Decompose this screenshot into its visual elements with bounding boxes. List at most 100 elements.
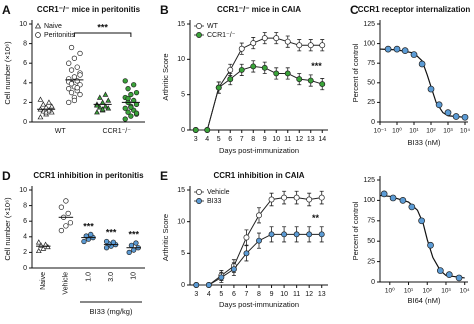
x-tick-label: 6 — [228, 136, 232, 143]
legend-label: WT — [207, 23, 219, 30]
y-axis-label: Cell number (×10⁶) — [3, 41, 12, 105]
data-point — [131, 82, 137, 88]
significance: *** — [128, 229, 139, 239]
data-point — [227, 76, 234, 83]
y-tick-label: 5 — [181, 250, 185, 257]
significance: *** — [311, 61, 322, 71]
data-point — [273, 35, 280, 42]
panel-title: CCR1 inhibition in peritonitis — [33, 171, 144, 180]
data-point — [215, 84, 222, 91]
data-point — [133, 89, 140, 96]
legend-label: Peritonitis — [44, 32, 75, 39]
data-point — [40, 101, 47, 107]
data-point — [102, 91, 109, 97]
data-point — [393, 45, 401, 53]
data-point — [461, 113, 469, 121]
legend-label: Vehicle — [207, 189, 230, 196]
y-tick-label: 8 — [23, 40, 27, 47]
data-point — [94, 109, 100, 115]
data-point — [319, 81, 326, 88]
data-point — [418, 217, 425, 225]
data-point — [318, 231, 325, 238]
data-point — [205, 282, 212, 288]
legend-label: CCR1⁻/⁻ — [207, 32, 236, 39]
data-point — [268, 196, 275, 203]
x-tick-label: 10² — [426, 128, 436, 135]
data-point — [77, 72, 83, 78]
data-point — [110, 239, 117, 245]
legend-marker — [196, 32, 202, 38]
data-point — [128, 91, 134, 98]
data-point — [71, 97, 78, 104]
legend-marker — [196, 189, 202, 195]
data-point — [105, 97, 112, 103]
data-point — [445, 271, 453, 279]
data-point — [43, 109, 50, 115]
x-tick-label: 6 — [232, 291, 236, 298]
data-point — [68, 89, 75, 96]
data-point — [66, 99, 72, 106]
x-tick-label: 12 — [305, 291, 313, 298]
data-point — [256, 212, 262, 219]
y-tick-label: 0 — [371, 119, 375, 126]
data-point — [293, 231, 300, 238]
data-point — [380, 190, 388, 198]
x-tick-label: 9 — [270, 291, 274, 298]
legend-label: Naive — [44, 23, 62, 30]
data-point — [103, 245, 110, 251]
data-point — [452, 113, 460, 120]
data-point — [46, 107, 52, 113]
y-tick-label: 0 — [181, 127, 185, 134]
data-point — [455, 274, 463, 282]
data-point — [68, 44, 75, 51]
legend-marker — [34, 22, 42, 29]
x-tick-label: 10² — [423, 288, 433, 295]
y-tick-label: 10 — [177, 56, 185, 63]
panel-title: CCR1 receptor internalization — [358, 5, 471, 14]
data-point — [427, 85, 435, 93]
legend-marker — [196, 23, 202, 29]
data-point — [243, 250, 250, 257]
data-point — [125, 86, 131, 92]
fit-curve — [379, 48, 466, 118]
data-point — [427, 241, 434, 249]
data-point — [250, 63, 257, 70]
x-tick-label: 4 — [205, 136, 209, 143]
data-point — [58, 204, 65, 210]
data-point — [133, 240, 139, 246]
x-tick-label: 10³ — [443, 128, 453, 135]
significance: *** — [97, 22, 108, 32]
y-axis-label: Percent of control — [351, 201, 360, 260]
data-point — [35, 239, 42, 245]
x-axis-label: BI33 (nM) — [408, 138, 441, 147]
y-tick-label: 2 — [23, 249, 27, 256]
data-point — [77, 91, 83, 98]
x-tick-label: 7 — [245, 291, 249, 298]
x-tick-label: 5 — [219, 291, 223, 298]
data-point — [284, 70, 291, 77]
data-point — [389, 194, 397, 202]
data-point — [125, 95, 131, 102]
data-point — [238, 45, 245, 52]
y-tick-label: 25 — [367, 258, 375, 265]
x-axis-label: BI33 (mg/kg) — [90, 307, 133, 316]
y-tick-label: 75 — [367, 60, 375, 67]
data-point — [307, 42, 314, 49]
data-point — [71, 74, 78, 80]
y-tick-label: 6 — [23, 60, 27, 67]
data-point — [68, 81, 75, 87]
data-point — [122, 105, 128, 111]
y-axis-label: Arthritic Score — [161, 53, 170, 100]
panel-letter: C — [350, 3, 359, 17]
y-tick-label: 50 — [367, 238, 375, 245]
legend-label: BI33 — [207, 198, 222, 205]
fit-curve — [379, 194, 465, 279]
y-axis-label: Arthritic Score — [161, 214, 170, 261]
data-point — [435, 101, 443, 109]
data-point — [103, 238, 110, 245]
data-point — [131, 247, 137, 253]
data-point — [273, 70, 280, 77]
data-point — [250, 40, 257, 47]
data-point — [418, 60, 426, 68]
data-point — [67, 220, 74, 226]
